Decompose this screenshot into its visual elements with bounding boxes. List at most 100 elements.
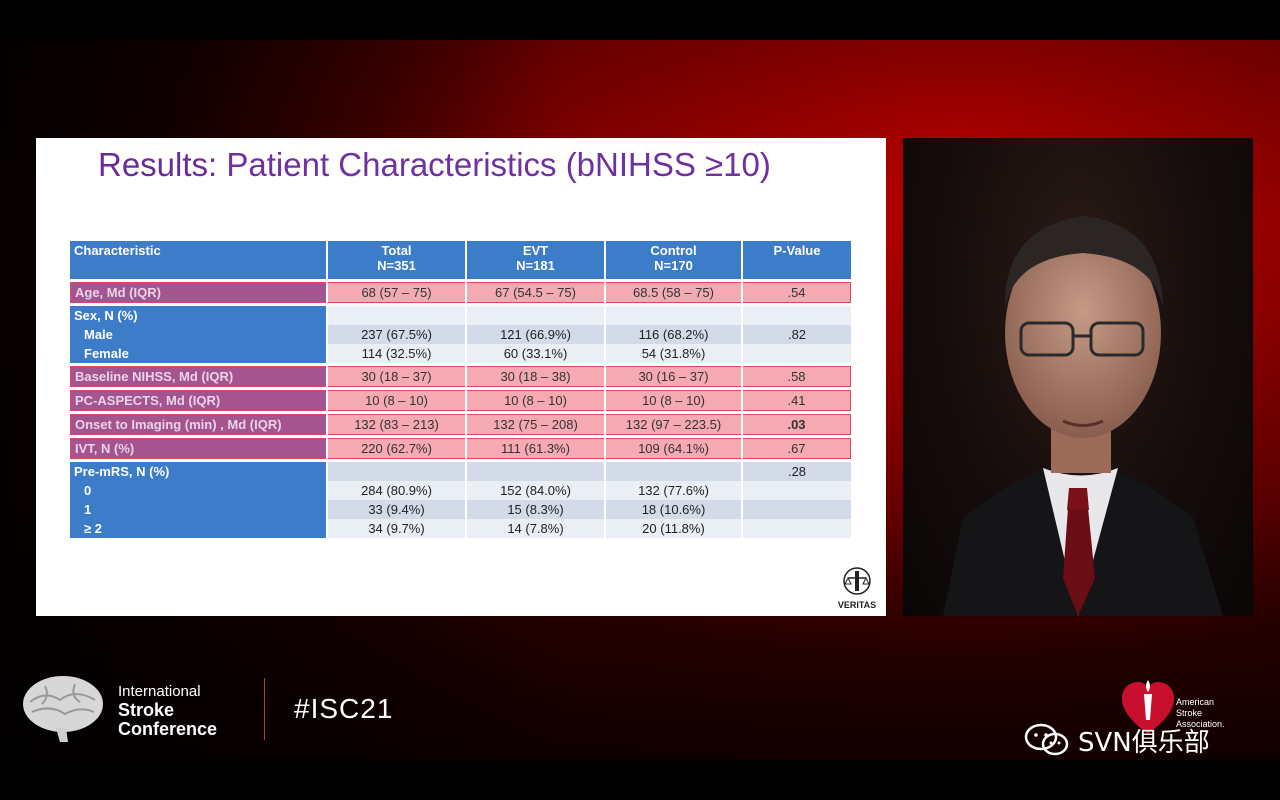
table-header-row: Characteristic Total N=351 EVT N=181 Contr… xyxy=(70,241,851,279)
cell-pvalue: .03 xyxy=(743,414,851,435)
cell-evt: 14 (7.8%) xyxy=(467,519,604,538)
slide-title-bold: Results: xyxy=(98,146,218,183)
row-label: Onset to Imaging (min) , Md (IQR) xyxy=(70,414,326,435)
row-label: Male xyxy=(70,325,326,344)
cell-control: 116 (68.2%) xyxy=(606,325,741,344)
watermark: SVN俱乐部 xyxy=(1024,722,1210,764)
cell-pvalue: .41 xyxy=(743,390,851,411)
cell-pvalue: .58 xyxy=(743,366,851,387)
row-label: Age, Md (IQR) xyxy=(70,282,326,303)
table-row: 1 33 (9.4%) 15 (8.3%) 18 (10.6%) xyxy=(70,500,851,519)
table-row: Onset to Imaging (min) , Md (IQR) 132 (8… xyxy=(70,414,851,435)
table-row: Baseline NIHSS, Md (IQR) 30 (18 – 37) 30… xyxy=(70,366,851,387)
table-row: Male 237 (67.5%) 121 (66.9%) 116 (68.2%)… xyxy=(70,325,851,344)
cell-control: 68.5 (58 – 75) xyxy=(606,282,741,303)
cell-evt xyxy=(467,306,604,325)
cell-total xyxy=(328,462,465,481)
cell-pvalue xyxy=(743,481,851,500)
veritas-logo: VERITAS xyxy=(836,566,878,610)
header-characteristic: Characteristic xyxy=(70,241,326,279)
cell-control: 132 (97 – 223.5) xyxy=(606,414,741,435)
cell-total: 132 (83 – 213) xyxy=(328,414,465,435)
cell-total: 220 (62.7%) xyxy=(328,438,465,459)
slide-title-rest: Patient Characteristics (bNIHSS ≥10) xyxy=(226,146,771,183)
cell-control: 54 (31.8%) xyxy=(606,344,741,363)
conference-name: International Stroke Conference xyxy=(118,682,217,739)
row-label: Baseline NIHSS, Md (IQR) xyxy=(70,366,326,387)
cell-control: 20 (11.8%) xyxy=(606,519,741,538)
cell-pvalue xyxy=(743,519,851,538)
cell-evt: 10 (8 – 10) xyxy=(467,390,604,411)
table-row: Age, Md (IQR) 68 (57 – 75) 67 (54.5 – 75… xyxy=(70,282,851,303)
cell-control: 109 (64.1%) xyxy=(606,438,741,459)
cell-pvalue xyxy=(743,500,851,519)
speaker-video xyxy=(903,138,1253,616)
row-label: ≥ 2 xyxy=(70,519,326,538)
row-label: 1 xyxy=(70,500,326,519)
association-line3: Association. xyxy=(1176,719,1225,729)
cell-control: 132 (77.6%) xyxy=(606,481,741,500)
table-row: Female 114 (32.5%) 60 (33.1%) 54 (31.8%) xyxy=(70,344,851,363)
row-label: Sex, N (%) xyxy=(70,306,326,325)
cell-pvalue: .54 xyxy=(743,282,851,303)
table-row: PC-ASPECTS, Md (IQR) 10 (8 – 10) 10 (8 –… xyxy=(70,390,851,411)
cell-evt: 30 (18 – 38) xyxy=(467,366,604,387)
cell-control: 10 (8 – 10) xyxy=(606,390,741,411)
row-label: Female xyxy=(70,344,326,363)
conference-line1: International xyxy=(118,683,201,700)
cell-evt xyxy=(467,462,604,481)
row-label: IVT, N (%) xyxy=(70,438,326,459)
header-evt: EVT N=181 xyxy=(467,241,604,279)
footer-divider xyxy=(264,678,265,740)
table-row: IVT, N (%) 220 (62.7%) 111 (61.3%) 109 (… xyxy=(70,438,851,459)
cell-evt: 121 (66.9%) xyxy=(467,325,604,344)
cell-total: 34 (9.7%) xyxy=(328,519,465,538)
cell-evt: 152 (84.0%) xyxy=(467,481,604,500)
cell-total: 284 (80.9%) xyxy=(328,481,465,500)
association-line1: American xyxy=(1176,697,1215,707)
conference-hashtag: #ISC21 xyxy=(294,693,394,724)
table-row: Pre-mRS, N (%) .28 xyxy=(70,462,851,481)
veritas-emblem-icon xyxy=(843,567,871,595)
cell-evt: 15 (8.3%) xyxy=(467,500,604,519)
cell-total: 114 (32.5%) xyxy=(328,344,465,363)
cell-total: 30 (18 – 37) xyxy=(328,366,465,387)
header-control: Control N=170 xyxy=(606,241,741,279)
cell-pvalue: .28 xyxy=(743,462,851,481)
heart-torch-logo-icon xyxy=(1122,680,1174,734)
table-row: Sex, N (%) xyxy=(70,306,851,325)
cell-pvalue: .67 xyxy=(743,438,851,459)
presentation-slide: Results: Patient Characteristics (bNIHSS… xyxy=(36,138,886,616)
cell-evt: 67 (54.5 – 75) xyxy=(467,282,604,303)
slide-title: Results: Patient Characteristics (bNIHSS… xyxy=(98,146,771,184)
speaker-image xyxy=(943,216,1223,616)
watermark-text: SVN俱乐部 xyxy=(1078,728,1210,758)
cell-pvalue: .82 xyxy=(743,325,851,344)
conference-line3: Conference xyxy=(118,719,218,739)
cell-evt: 111 (61.3%) xyxy=(467,438,604,459)
cell-total: 68 (57 – 75) xyxy=(328,282,465,303)
patient-characteristics-table: Characteristic Total N=351 EVT N=181 Contr… xyxy=(68,241,853,538)
cell-total: 10 (8 – 10) xyxy=(328,390,465,411)
cell-pvalue xyxy=(743,344,851,363)
cell-evt: 60 (33.1%) xyxy=(467,344,604,363)
cell-total xyxy=(328,306,465,325)
wechat-icon xyxy=(1024,723,1070,764)
header-total: Total N=351 xyxy=(328,241,465,279)
table-row: 0 284 (80.9%) 152 (84.0%) 132 (77.6%) xyxy=(70,481,851,500)
cell-control: 18 (10.6%) xyxy=(606,500,741,519)
header-pvalue: P-Value xyxy=(743,241,851,279)
cell-control: 30 (16 – 37) xyxy=(606,366,741,387)
veritas-label: VERITAS xyxy=(837,600,877,610)
conference-line2: Stroke xyxy=(118,700,175,720)
cell-total: 33 (9.4%) xyxy=(328,500,465,519)
cell-control xyxy=(606,462,741,481)
brain-logo-icon xyxy=(23,676,103,742)
association-name: American Stroke Association. xyxy=(1176,697,1225,730)
row-label: PC-ASPECTS, Md (IQR) xyxy=(70,390,326,411)
cell-total: 237 (67.5%) xyxy=(328,325,465,344)
association-line2: Stroke xyxy=(1176,708,1203,718)
row-label: Pre-mRS, N (%) xyxy=(70,462,326,481)
row-label: 0 xyxy=(70,481,326,500)
cell-evt: 132 (75 – 208) xyxy=(467,414,604,435)
